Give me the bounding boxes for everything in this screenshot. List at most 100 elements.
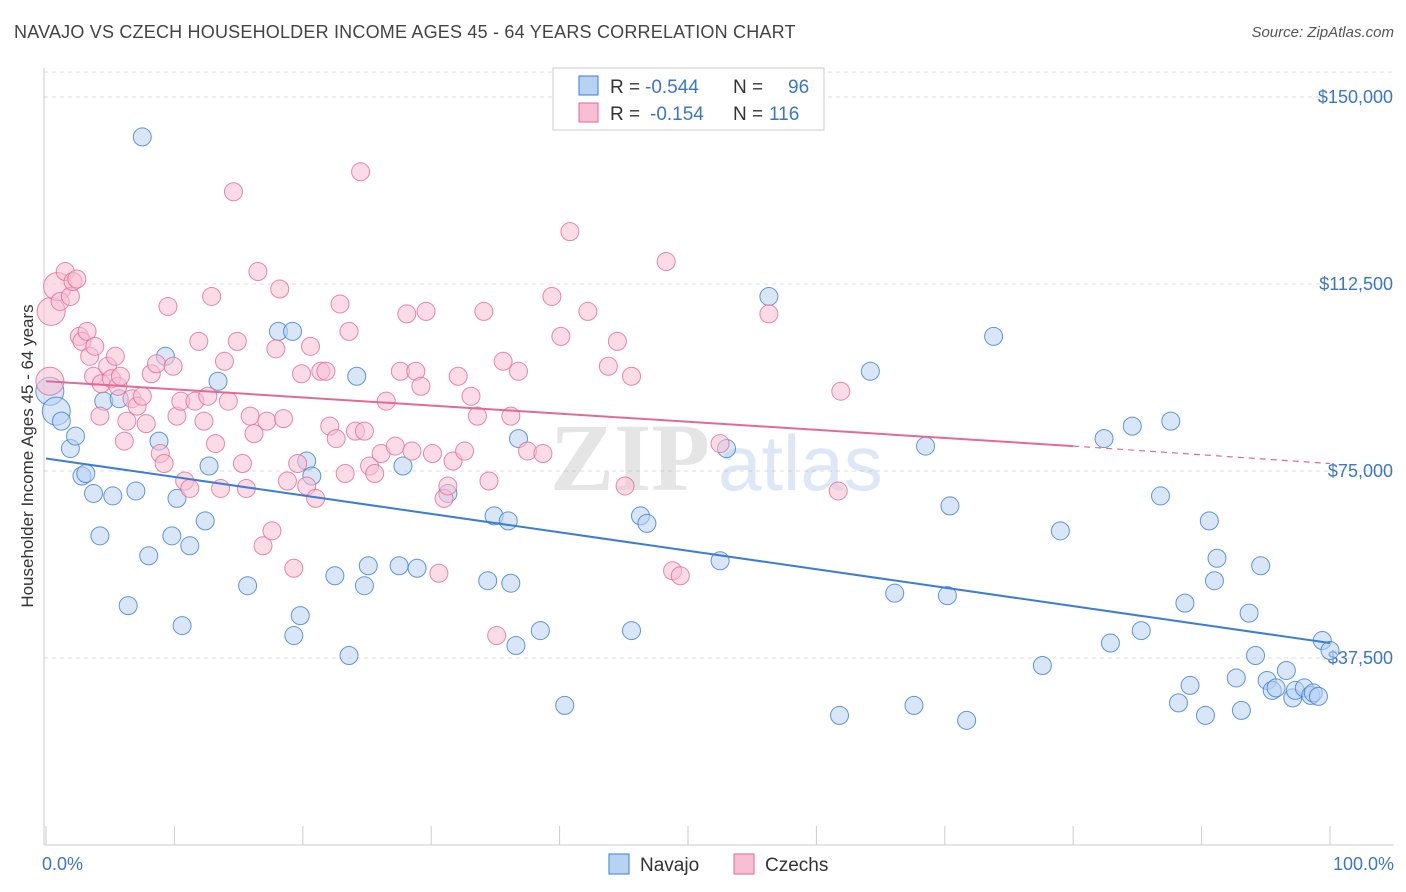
navajo-point [347, 366, 367, 386]
czechs-point [615, 476, 635, 496]
czechs-point [284, 558, 304, 578]
bottom-legend-swatch-navajo [608, 853, 630, 875]
navajo-trend-line [45, 457, 1331, 645]
navajo-point [937, 586, 957, 606]
navajo-point [1151, 486, 1171, 506]
legend-r-label-navajo: R = [610, 77, 640, 98]
navajo-point [830, 705, 850, 725]
czechs-point [180, 478, 200, 498]
navajo-point [1251, 556, 1271, 576]
navajo-point [506, 636, 526, 656]
czechs-point [77, 321, 97, 341]
czechs-point [274, 409, 294, 429]
czechs-point [622, 366, 642, 386]
czechs-point [560, 222, 580, 242]
czechs-point [90, 406, 110, 426]
czechs-point [438, 476, 458, 496]
czechs-point [416, 301, 436, 321]
czechs-point [257, 411, 277, 431]
navajo-point [1168, 693, 1188, 713]
y-tick-label: $112,500 [1319, 274, 1393, 294]
czechs-point [429, 563, 449, 583]
czechs-point [292, 364, 312, 384]
trend-lines [45, 380, 1331, 645]
navajo-point [1266, 678, 1286, 698]
czechs-point [828, 481, 848, 501]
czechs-point [335, 463, 355, 483]
navajo-point [1204, 571, 1224, 591]
navajo-point [199, 456, 219, 476]
czechs-point [487, 626, 507, 646]
czechs-point [831, 381, 851, 401]
navajo-point [501, 573, 521, 593]
czechs-point [551, 326, 571, 346]
navajo-point [1231, 700, 1251, 720]
navajo-point [904, 695, 924, 715]
x-tick-label-max: 100.0% [1333, 854, 1394, 874]
navajo-point [1032, 655, 1052, 675]
czechs-point [223, 182, 243, 202]
czechs-point [578, 301, 598, 321]
czechs-point [202, 286, 222, 306]
czechs-point [316, 361, 336, 381]
czechs-point [598, 356, 618, 376]
czechs-point [85, 336, 105, 356]
czechs-point [240, 406, 260, 426]
legend-r-value-czechs: -0.154 [650, 104, 704, 125]
y-tick-label: $37,500 [1328, 648, 1393, 668]
czechs-point [110, 366, 130, 386]
navajo-point [172, 616, 192, 636]
navajo-point [957, 710, 977, 730]
navajo-point [1050, 521, 1070, 541]
navajo-point [1122, 416, 1142, 436]
navajo-point [622, 621, 642, 641]
navajo-point [407, 558, 427, 578]
navajo-point [860, 361, 880, 381]
czechs-point [759, 304, 779, 324]
x-tick-label-min: 0.0% [42, 854, 83, 874]
czechs-point [365, 463, 385, 483]
navajo-point [530, 621, 550, 641]
navajo-point [1100, 633, 1120, 653]
watermark-atlas: atlas [718, 419, 883, 507]
czechs-point [448, 366, 468, 386]
czechs-trend-line [45, 380, 1074, 448]
navajo-point [118, 596, 138, 616]
czechs-point [253, 536, 273, 556]
navajo-point [637, 513, 657, 533]
navajo-point [916, 436, 936, 456]
czechs-point [376, 391, 396, 411]
czechs-point [656, 252, 676, 272]
navajo-point [180, 536, 200, 556]
navajo-point [208, 371, 228, 391]
czechs-point [479, 471, 499, 491]
navajo-point [1094, 429, 1114, 449]
navajo-point [325, 566, 345, 586]
czechs-point [105, 346, 125, 366]
czechs-point [132, 386, 152, 406]
source-label: Source: ZipAtlas.com [1251, 24, 1394, 41]
czechs-point [397, 304, 417, 324]
navajo-point [984, 326, 1004, 346]
czechs-point [154, 454, 174, 474]
czechs-point [461, 386, 481, 406]
navajo-point [1308, 686, 1328, 706]
czechs-point [411, 376, 431, 396]
navajo-point [555, 695, 575, 715]
legend-n-label-czechs: N = [733, 104, 763, 125]
navajo-point [1320, 641, 1340, 661]
navajo-point [132, 127, 152, 147]
czechs-point [467, 406, 487, 426]
czechs-point [607, 331, 627, 351]
navajo-point [393, 456, 413, 476]
navajo-point [1207, 548, 1227, 568]
czechs-point [214, 351, 234, 371]
czechs-point [509, 361, 529, 381]
czechs-point [244, 424, 264, 444]
czechs-point [227, 331, 247, 351]
navajo-point [498, 511, 518, 531]
czechs-point [288, 454, 308, 474]
navajo-point [1239, 603, 1259, 623]
bottom-legend: Navajo Czechs [608, 853, 828, 876]
